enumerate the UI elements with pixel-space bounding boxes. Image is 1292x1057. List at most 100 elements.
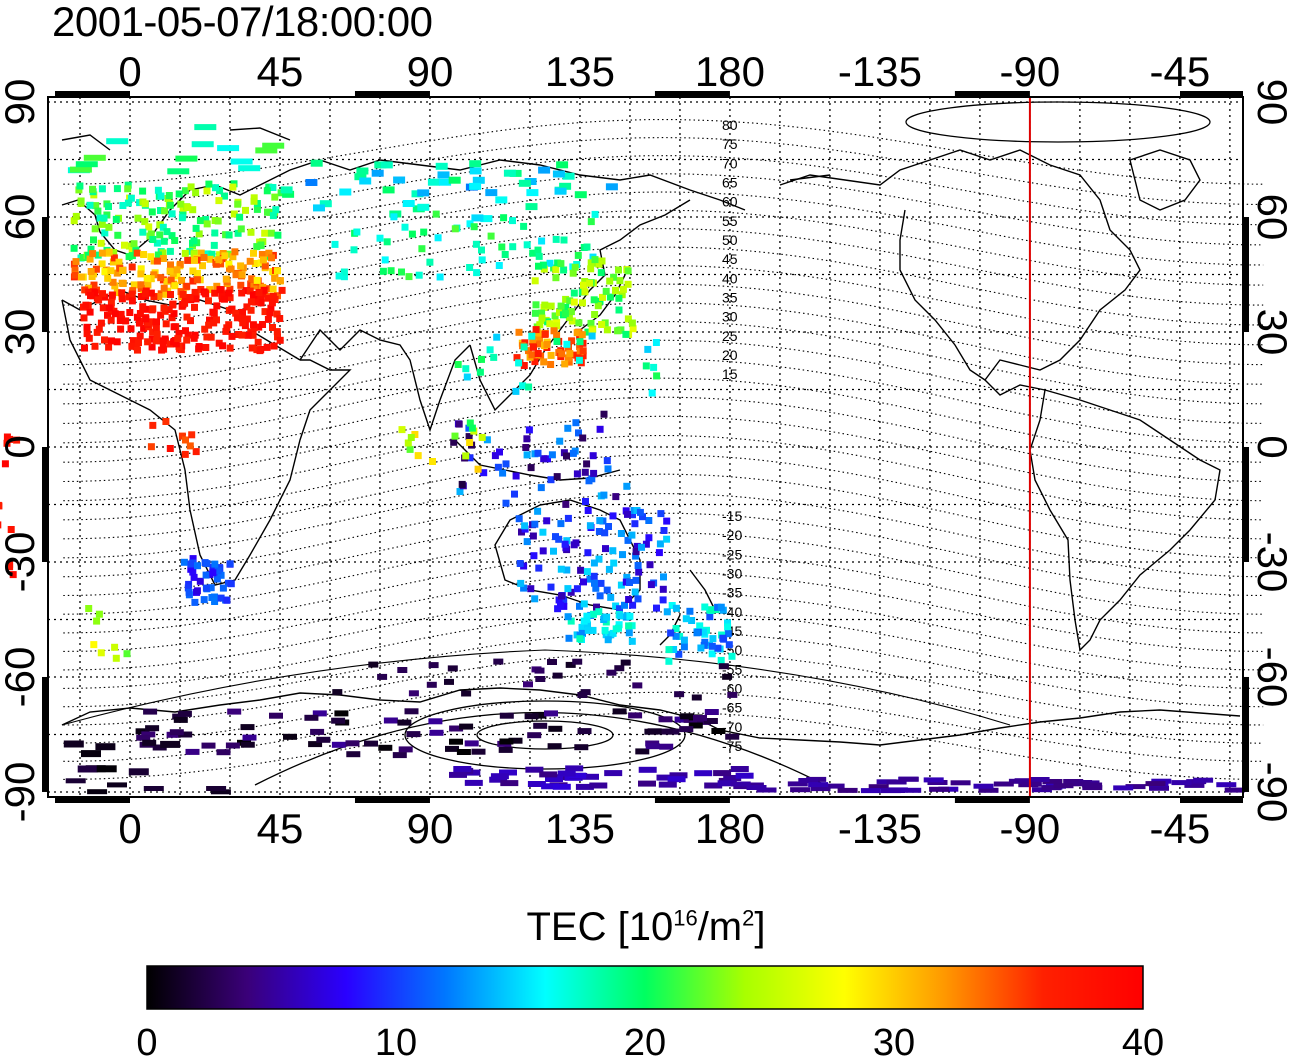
- tec-cell: [417, 203, 430, 211]
- tec-cell: [233, 314, 241, 322]
- tec-cell: [168, 314, 176, 322]
- tec-cell: [566, 297, 574, 305]
- magnetic-lat-label: 65: [722, 175, 738, 191]
- tec-cell: [90, 281, 98, 289]
- tec-cell: [560, 597, 568, 605]
- tec-cell: [262, 142, 285, 149]
- tec-cell: [527, 732, 542, 739]
- tec-cell: [584, 549, 592, 557]
- tec-cell: [217, 145, 240, 152]
- tec-cell: [534, 340, 542, 348]
- tec-cell: [544, 455, 551, 463]
- tec-cell: [202, 344, 210, 351]
- colorbar-tick-label: 0: [136, 1022, 157, 1057]
- magnetic-lat-label: 30: [722, 309, 738, 325]
- top-lon-tick-label: -90: [1000, 48, 1061, 95]
- tec-cell: [95, 743, 116, 751]
- tec-cell: [693, 629, 701, 637]
- tec-cell: [629, 511, 636, 519]
- tec-cell: [213, 575, 221, 583]
- tec-cell: [140, 251, 148, 258]
- tec-cell: [531, 277, 539, 285]
- tec-cell: [973, 783, 994, 789]
- tec-cell: [157, 207, 164, 214]
- tec-cell: [550, 327, 558, 335]
- tec-cell: [601, 626, 609, 634]
- tec-cell: [408, 690, 419, 697]
- tec-cell: [547, 743, 562, 750]
- tec-cell: [149, 236, 157, 243]
- tec-cell: [177, 710, 192, 717]
- tec-cell: [408, 230, 416, 238]
- tec-cell: [110, 249, 118, 256]
- tec-cell: [565, 313, 573, 321]
- tec-cell: [143, 274, 151, 282]
- tec-cell: [101, 268, 109, 276]
- right-lat-tick-label: 90: [1249, 79, 1292, 126]
- tec-cell: [253, 205, 261, 213]
- tec-cell: [978, 787, 999, 793]
- tec-cell: [140, 324, 148, 332]
- tec-cell: [259, 290, 267, 298]
- tec-cell: [615, 294, 623, 302]
- tec-cell: [173, 272, 181, 280]
- tec-cell: [548, 725, 563, 732]
- tec-cell: [382, 186, 395, 194]
- tec-cell: [478, 434, 486, 441]
- tec-cell: [82, 301, 90, 309]
- tec-cell: [141, 731, 156, 738]
- tec-cell: [390, 213, 398, 221]
- tec-cell: [704, 782, 723, 789]
- tec-cell: [706, 606, 714, 614]
- tec-cell: [523, 538, 531, 546]
- tec-cell: [499, 469, 507, 477]
- tec-cell: [667, 629, 675, 637]
- tec-cell: [1082, 782, 1103, 788]
- tec-cell: [87, 292, 94, 300]
- tec-cell: [80, 314, 88, 322]
- tec-cell: [478, 355, 485, 363]
- tec-cell: [476, 368, 484, 376]
- tec-cell: [87, 789, 108, 795]
- top-scale-block: [55, 91, 130, 97]
- tec-cell: [171, 237, 179, 244]
- tec-cell: [346, 751, 361, 758]
- magnetic-lat-contour: [63, 339, 1264, 424]
- tec-cell: [188, 431, 196, 439]
- tec-cell: [215, 256, 223, 264]
- tec-cell: [87, 268, 95, 275]
- tec-cell: [259, 256, 267, 264]
- tec-cell: [559, 182, 572, 190]
- colorbar-gradient: [146, 965, 1144, 1010]
- tec-cell: [595, 608, 603, 616]
- tec-cell: [735, 772, 754, 779]
- tec-cell: [577, 728, 592, 735]
- tec-cell: [268, 299, 276, 307]
- tec-cell: [471, 748, 486, 755]
- tec-cell: [1082, 785, 1103, 791]
- tec-cell: [808, 782, 829, 788]
- tec-cell: [586, 522, 594, 530]
- tec-cell: [451, 432, 459, 440]
- tec-cell: [495, 262, 503, 269]
- tec-cell: [444, 678, 454, 685]
- tec-cell: [159, 339, 167, 347]
- tec-cell: [397, 667, 408, 673]
- tec-cell: [86, 308, 94, 316]
- tec-cell: [595, 555, 603, 563]
- tec-cell: [993, 781, 1014, 787]
- tec-cell: [191, 288, 199, 296]
- tec-cell: [114, 231, 122, 239]
- tec-cell: [500, 780, 519, 787]
- tec-cell: [206, 786, 227, 791]
- tec-cell: [150, 271, 158, 279]
- tec-cell: [616, 605, 623, 613]
- tec-cell: [728, 652, 736, 660]
- tec-cell: [490, 353, 498, 361]
- tec-cell: [622, 330, 630, 338]
- tec-cell: [709, 635, 717, 643]
- tec-cell: [518, 528, 525, 536]
- tec-cell: [210, 309, 218, 317]
- tec-cell: [655, 549, 663, 557]
- colorbar-label: TEC [1016/m2]: [526, 905, 766, 949]
